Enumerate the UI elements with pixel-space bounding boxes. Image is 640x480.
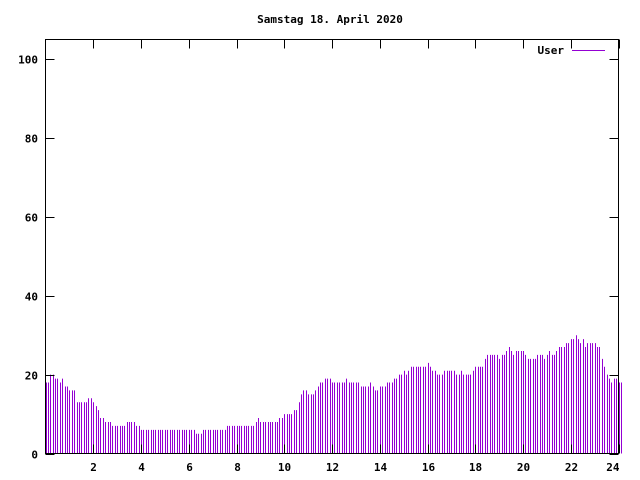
- x-tick-label: 10: [278, 461, 291, 474]
- y-tick-label: 60: [25, 212, 38, 225]
- x-tick-label: 4: [138, 461, 145, 474]
- bar-group: [46, 335, 622, 454]
- x-tick-label: 12: [326, 461, 339, 474]
- x-tick-label: 18: [469, 461, 482, 474]
- x-tick-label: 8: [234, 461, 241, 474]
- legend: User: [538, 44, 605, 57]
- chart-title: Samstag 18. April 2020: [257, 13, 403, 26]
- x-tick-label: 16: [422, 461, 436, 474]
- y-tick-label: 40: [25, 291, 38, 304]
- y-tick-label: 100: [18, 54, 38, 67]
- x-tick-label: 22: [565, 461, 578, 474]
- x-tick-label: 24: [606, 461, 620, 474]
- x-tick-label: 2: [90, 461, 97, 474]
- x-tick-label: 6: [186, 461, 193, 474]
- x-tick-label: 14: [374, 461, 388, 474]
- x-axis: 2 4 6 8 10 12 14 16 18 20 22 24: [90, 39, 620, 474]
- y-tick-label: 20: [25, 370, 38, 383]
- x-tick-label: 20: [517, 461, 530, 474]
- plot-frame: [45, 39, 619, 454]
- y-tick-label: 80: [25, 133, 38, 146]
- y-tick-label: 0: [31, 449, 38, 462]
- legend-label-user: User: [538, 44, 565, 57]
- y-axis: 0 20 40 60 80 100: [18, 54, 619, 462]
